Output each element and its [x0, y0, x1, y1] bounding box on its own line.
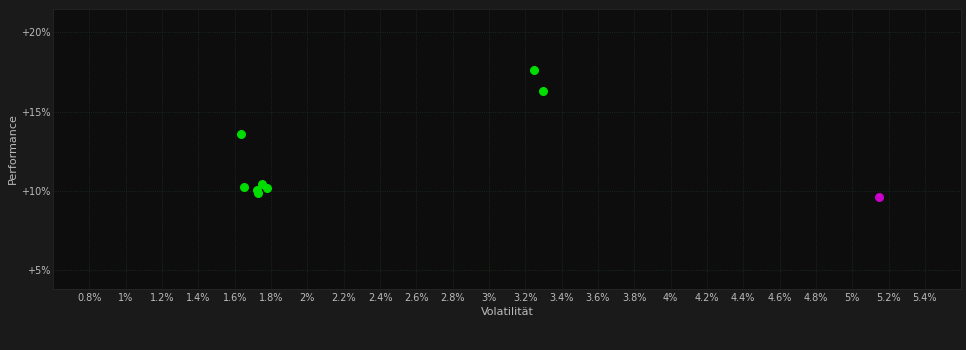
Point — [871, 194, 887, 200]
Point — [254, 181, 270, 186]
X-axis label: Volatilität: Volatilität — [481, 307, 533, 317]
Y-axis label: Performance: Performance — [8, 113, 18, 184]
Point — [234, 131, 249, 136]
Point — [236, 184, 251, 189]
Point — [526, 67, 542, 72]
Point — [536, 88, 552, 94]
Point — [249, 187, 265, 193]
Point — [260, 185, 275, 190]
Point — [250, 190, 266, 196]
